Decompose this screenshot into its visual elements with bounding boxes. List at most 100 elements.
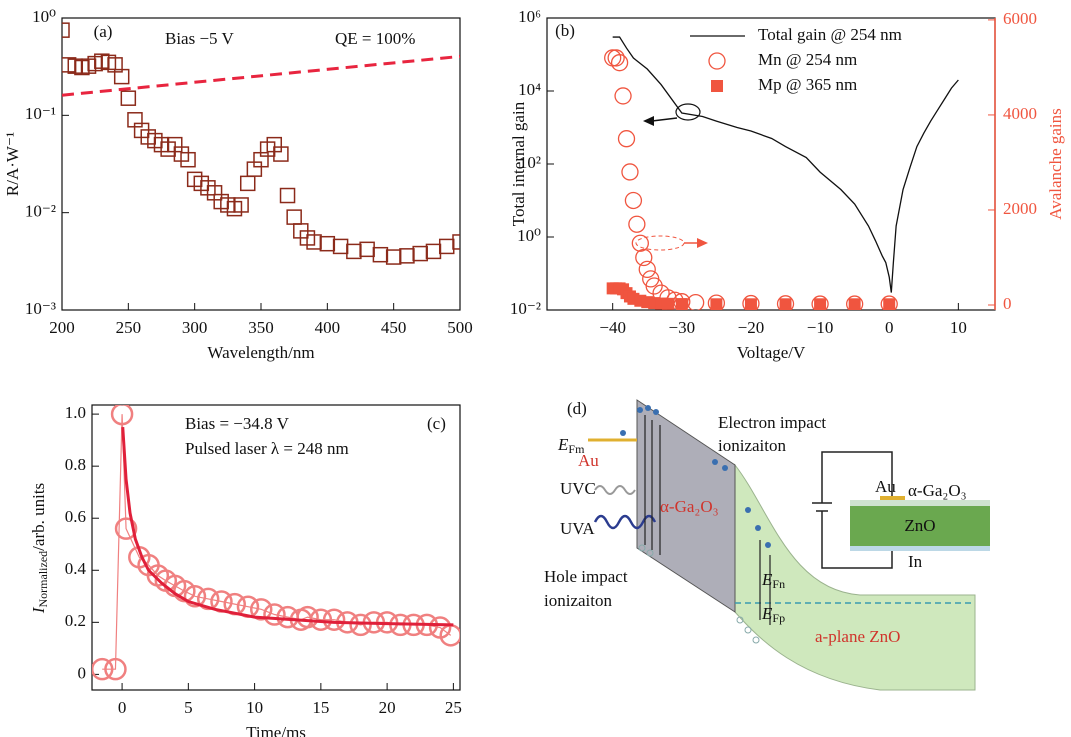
y-axis-label: R/A·W⁻¹	[3, 132, 22, 196]
marker	[635, 248, 653, 267]
annotation: QE = 100%	[335, 29, 415, 48]
legend-label: Mn @ 254 nm	[758, 50, 857, 69]
x-tick-label: 250	[116, 318, 142, 337]
marker	[62, 22, 70, 38]
y2-tick-label: 0	[1003, 294, 1012, 313]
y-tick-label: 0.6	[65, 507, 86, 526]
marker	[263, 603, 286, 626]
y-axis-label: INormalized/arb. units	[29, 483, 50, 614]
marker	[120, 90, 137, 106]
y2-tick-label: 6000	[1003, 9, 1037, 28]
marker	[645, 277, 663, 295]
x-tick-label: 450	[381, 318, 407, 337]
marker	[349, 613, 372, 637]
chart-line: 0 5 10 15 20 25 0 0.2 0.4 0.6 0.8 1.0 Time/ms (c) Bias…	[65, 403, 462, 737]
marker-ellipse	[635, 235, 685, 251]
marker	[249, 598, 273, 621]
plot-area	[604, 36, 959, 310]
uva-wave	[593, 514, 657, 530]
arrow	[651, 117, 678, 122]
x-tick-label: 5	[184, 698, 193, 717]
y-tick-label: 0.2	[65, 611, 86, 630]
marker	[296, 605, 319, 629]
marker	[811, 295, 829, 310]
marker	[399, 248, 415, 264]
legend-label: Total gain @ 254 nm	[758, 25, 902, 44]
inset-au: Au	[875, 477, 896, 496]
arrow-head	[643, 116, 654, 126]
marker	[286, 209, 302, 225]
x-tick-label: 20	[379, 698, 396, 717]
y-tick-label: 10⁶	[518, 7, 541, 26]
inset-zno: ZnO	[904, 516, 935, 535]
y2-tick-label: 2000	[1003, 199, 1037, 218]
x-tick-label: 0	[118, 698, 127, 717]
ga2o3-layer	[850, 500, 990, 506]
annotation: Pulsed laser λ = 248 nm	[185, 439, 349, 458]
marker	[624, 191, 643, 210]
x-tick-label: −10	[807, 318, 834, 337]
au-contact	[880, 496, 905, 500]
plot-area	[92, 405, 460, 681]
symbol: E	[557, 435, 569, 454]
panel-label: (d)	[567, 399, 587, 418]
marker	[114, 517, 138, 540]
symbol: E	[761, 570, 773, 589]
panel-label: (a)	[94, 22, 113, 41]
series-line	[62, 54, 460, 97]
y-axis-label: Total internal gain	[509, 101, 528, 226]
efm-label: EFm	[557, 435, 585, 456]
x-axis-label: Voltage/V	[737, 343, 806, 362]
marker	[180, 151, 196, 168]
x-tick-label: −40	[599, 318, 626, 337]
x-tick-label: 10	[246, 698, 263, 717]
uva-label: UVA	[560, 519, 595, 538]
annotation: Bias −5 V	[165, 29, 235, 48]
marker	[631, 234, 649, 252]
marker	[239, 175, 256, 192]
marker	[848, 298, 861, 310]
marker	[425, 243, 442, 260]
marker	[104, 657, 127, 681]
plot-area	[62, 22, 460, 265]
ga2o3-band	[636, 399, 736, 613]
zno-label: a-plane ZnO	[815, 627, 900, 646]
x-tick-label: −20	[738, 318, 765, 337]
series-line	[121, 427, 454, 627]
efp-label: EFp	[761, 604, 785, 625]
marker	[846, 295, 864, 310]
marker	[183, 585, 207, 608]
arrow-head	[697, 238, 708, 248]
y2-axis-label: Avalanche gains	[1046, 108, 1065, 220]
marker	[372, 246, 389, 263]
y-tick-label: 10⁴	[518, 80, 541, 99]
electron-label: ionizaiton	[718, 436, 786, 455]
y-tick-label: 10⁻³	[25, 299, 56, 318]
band-diagram: (d) Electron impact ionizaiton EFm Au UV…	[544, 399, 990, 691]
marker	[675, 298, 688, 310]
marker	[233, 197, 249, 213]
legend-swatch	[708, 52, 726, 70]
y-tick-label: 10⁻²	[25, 202, 56, 221]
marker	[883, 298, 896, 310]
electron-label: Electron impact	[718, 413, 826, 432]
inset-in: In	[908, 552, 923, 571]
x-tick-label: 200	[49, 318, 75, 337]
marker	[322, 608, 346, 631]
marker	[438, 238, 455, 255]
inset-ga2o3: α-Ga₂O₃	[908, 481, 967, 500]
y2-tick-label: 4000	[1003, 104, 1037, 123]
x-tick-label: 400	[315, 318, 341, 337]
marker	[319, 235, 336, 252]
marker	[452, 234, 460, 250]
carriers	[620, 405, 771, 548]
x-tick-label: 15	[312, 698, 329, 717]
x-tick-label: 10	[950, 318, 967, 337]
y-tick-label: 10⁻²	[510, 299, 541, 318]
y-tick-label: 0.8	[65, 455, 86, 474]
symbol: E	[761, 604, 773, 623]
marker	[614, 87, 632, 105]
x-tick-label: 0	[885, 318, 894, 337]
y-tick-label: 10⁻¹	[25, 104, 56, 123]
marker	[742, 294, 760, 310]
